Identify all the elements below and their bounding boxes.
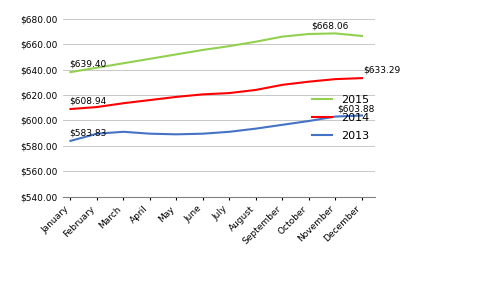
Text: $583.83: $583.83 — [69, 129, 106, 138]
2013 — [358, 114, 364, 117]
2013 — [147, 132, 153, 136]
2013 — [332, 115, 337, 118]
2014 — [252, 88, 258, 92]
2015 — [173, 53, 179, 56]
2014 — [305, 80, 311, 84]
Legend: 2015, 2014, 2013: 2015, 2014, 2013 — [312, 95, 369, 140]
Text: $633.29: $633.29 — [362, 66, 400, 75]
2015 — [120, 62, 126, 65]
2014 — [120, 101, 126, 105]
2015 — [94, 66, 100, 69]
Line: 2014: 2014 — [71, 78, 361, 109]
2015 — [226, 45, 232, 48]
2014 — [279, 83, 285, 87]
2015 — [252, 40, 258, 43]
2013 — [305, 119, 311, 123]
2013 — [226, 130, 232, 134]
Text: $668.06: $668.06 — [311, 22, 348, 31]
2015 — [147, 57, 153, 60]
Text: $608.94: $608.94 — [69, 97, 106, 106]
2014 — [358, 76, 364, 80]
2014 — [94, 105, 100, 109]
2013 — [120, 130, 126, 134]
2015 — [332, 32, 337, 35]
Line: 2015: 2015 — [71, 34, 361, 72]
2015 — [305, 32, 311, 36]
Text: $639.40: $639.40 — [69, 60, 106, 69]
2014 — [200, 92, 205, 96]
2014 — [226, 91, 232, 95]
2013 — [173, 133, 179, 136]
2013 — [68, 139, 73, 143]
2015 — [68, 71, 73, 74]
2014 — [332, 77, 337, 81]
2014 — [173, 95, 179, 99]
2015 — [358, 34, 364, 38]
Line: 2013: 2013 — [71, 115, 361, 141]
2014 — [147, 98, 153, 102]
2013 — [94, 132, 100, 136]
2013 — [279, 123, 285, 127]
2013 — [252, 127, 258, 130]
Text: $603.88: $603.88 — [336, 104, 373, 113]
2013 — [200, 132, 205, 136]
2015 — [200, 48, 205, 52]
2015 — [279, 35, 285, 38]
2014 — [68, 107, 73, 111]
